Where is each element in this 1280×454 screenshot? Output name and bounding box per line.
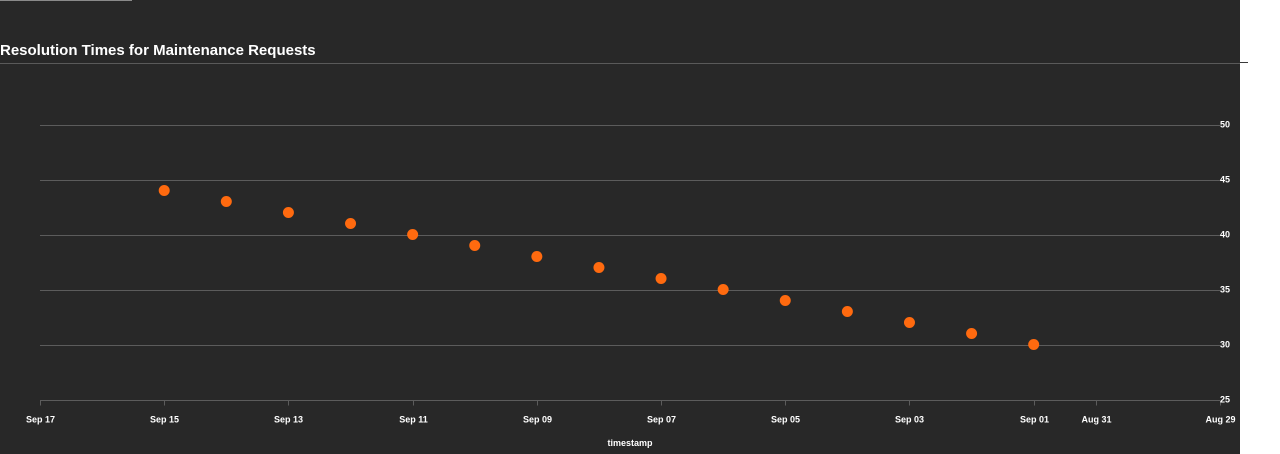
data-point bbox=[655, 273, 667, 284]
top-tab-indicator bbox=[0, 0, 132, 1]
x-tick-label: Sep 11 bbox=[399, 415, 428, 425]
x-tick-label: Aug 29 bbox=[1205, 415, 1235, 425]
x-axis-label: timestamp bbox=[607, 438, 653, 448]
x-tick-label: Sep 13 bbox=[274, 415, 303, 425]
y-axis-ticks: 25 30 35 40 45 50 bbox=[1220, 120, 1230, 405]
data-point bbox=[841, 306, 853, 317]
data-point bbox=[220, 196, 232, 207]
x-tick-label: Aug 31 bbox=[1081, 415, 1111, 425]
y-tick-label-30: 30 bbox=[1220, 340, 1230, 350]
data-point bbox=[717, 284, 729, 295]
data-point bbox=[407, 229, 419, 240]
data-point bbox=[1028, 339, 1040, 350]
data-point bbox=[469, 240, 481, 251]
data-point bbox=[779, 295, 791, 306]
x-tick-label: Sep 09 bbox=[523, 415, 552, 425]
title-divider-stub bbox=[1240, 62, 1248, 63]
data-point bbox=[282, 207, 294, 218]
x-tick-label: Sep 01 bbox=[1020, 415, 1049, 425]
x-tick-label: Sep 03 bbox=[895, 415, 924, 425]
x-tick-label: Sep 05 bbox=[771, 415, 800, 425]
scatter-plot: Sep 17 Sep 15 Sep 13 Sep 11 Sep 09 Sep 07 Sep … bbox=[26, 120, 1236, 449]
chart-panel: Resolution Times for Maintenance Request… bbox=[0, 0, 1240, 454]
y-tick-label-50: 50 bbox=[1220, 120, 1230, 130]
data-point bbox=[593, 262, 605, 273]
data-point bbox=[903, 317, 915, 328]
data-point bbox=[531, 251, 543, 262]
x-tick-label: Sep 07 bbox=[647, 415, 676, 425]
y-tick-label-35: 35 bbox=[1220, 285, 1230, 295]
grid-lines bbox=[40, 125, 1220, 346]
title-divider bbox=[0, 63, 1240, 64]
data-points bbox=[158, 185, 1040, 350]
y-tick-label-40: 40 bbox=[1220, 230, 1230, 240]
data-point bbox=[966, 328, 978, 339]
x-tick-label: Sep 15 bbox=[150, 415, 179, 425]
x-axis-ticks: Sep 17 Sep 15 Sep 13 Sep 11 Sep 09 Sep 07 Sep … bbox=[26, 400, 1236, 425]
y-tick-label-25: 25 bbox=[1220, 395, 1230, 405]
data-point bbox=[158, 185, 170, 196]
data-point bbox=[345, 218, 357, 229]
y-tick-label-45: 45 bbox=[1220, 175, 1230, 185]
x-tick-label: Sep 17 bbox=[26, 415, 55, 425]
chart-title: Resolution Times for Maintenance Request… bbox=[0, 42, 316, 59]
